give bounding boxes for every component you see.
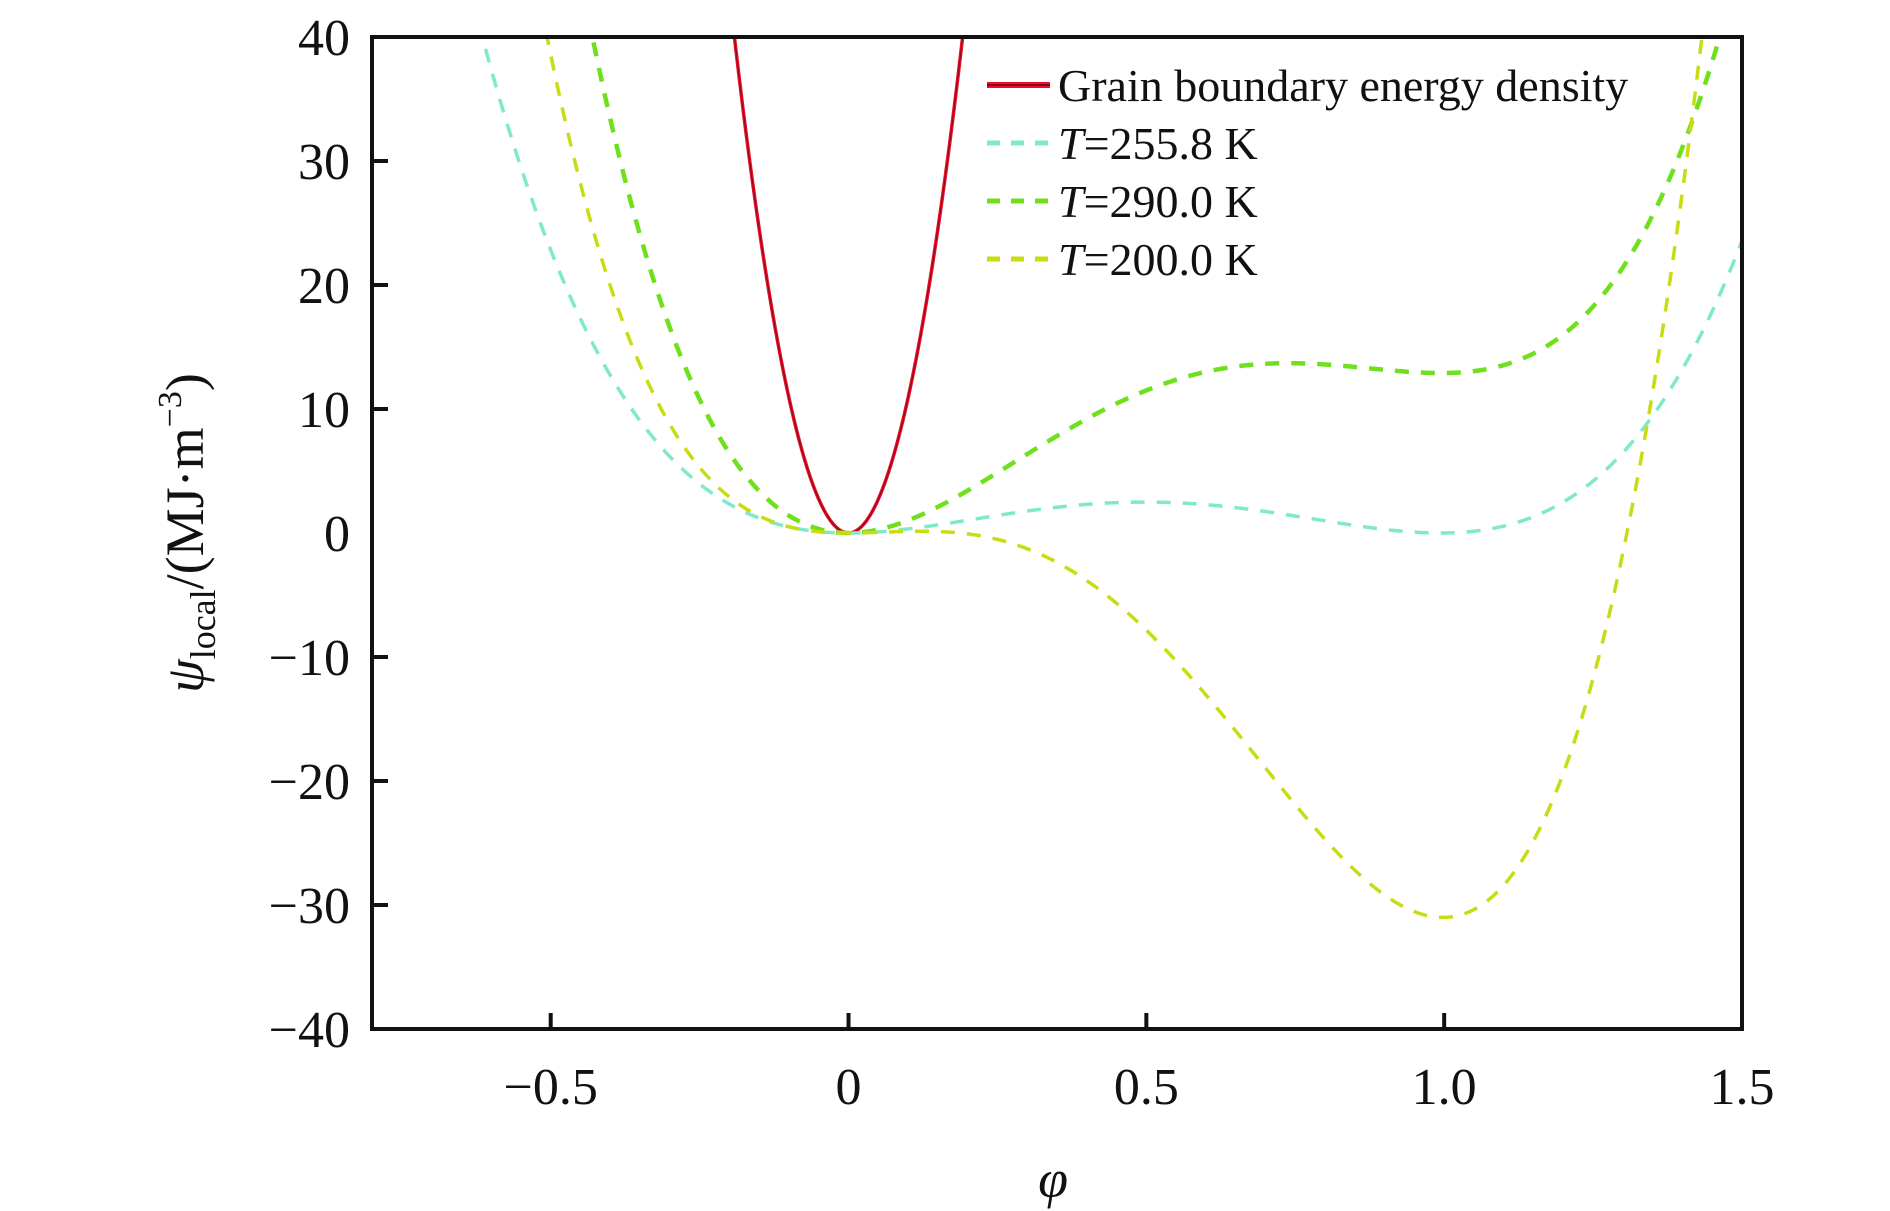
y-axis-title: ψlocal/(MJ·m−3) xyxy=(152,373,223,693)
legend-label-text: =290.0 K xyxy=(1084,176,1258,227)
x-tick-label: 0.5 xyxy=(1114,1059,1179,1116)
series-line-200-0K xyxy=(545,37,1704,920)
y-tick-label: 0 xyxy=(324,506,350,563)
y-axis-unit-exponent: −3 xyxy=(152,391,189,427)
y-axis-subscript: local xyxy=(183,589,223,659)
y-axis-unit: /(MJ·m xyxy=(155,427,215,589)
y-tick-label: 10 xyxy=(298,382,350,439)
y-tick-label: −40 xyxy=(269,1002,350,1059)
y-tick-label: 40 xyxy=(298,10,350,67)
x-axis-title: φ xyxy=(1038,1149,1068,1209)
legend-label: T=290.0 K xyxy=(1058,176,1258,227)
legend-label-variable: T xyxy=(1058,118,1087,169)
y-tick-label: −30 xyxy=(269,878,350,935)
legend-label: T=200.0 K xyxy=(1058,234,1258,285)
legend-label: T=255.8 K xyxy=(1058,118,1258,169)
tick-labels: −0.5 0 0.5 1.0 1.5 40 30 20 10 0 −10 −20 −30 −40 xyxy=(269,10,1775,1116)
legend-item: T=200.0 K xyxy=(987,234,1258,285)
series-line-255-8K xyxy=(480,37,1742,535)
legend-item: Grain boundary energy density xyxy=(987,60,1628,111)
series-line-290-0K xyxy=(590,37,1723,536)
y-axis-symbol: ψ xyxy=(155,658,215,693)
y-tick-label: −20 xyxy=(269,754,350,811)
legend-label-text: =255.8 K xyxy=(1084,118,1258,169)
legend-label-text: =200.0 K xyxy=(1084,234,1258,285)
x-tick-label: −0.5 xyxy=(504,1059,598,1116)
legend-label: Grain boundary energy density xyxy=(1058,60,1628,111)
legend-label-variable: T xyxy=(1058,234,1087,285)
plot-frame xyxy=(370,35,1744,1031)
x-tick-label: 1.0 xyxy=(1412,1059,1477,1116)
x-tick-label: 1.5 xyxy=(1710,1059,1775,1116)
y-tick-label: −10 xyxy=(269,630,350,687)
y-tick-label: 30 xyxy=(298,134,350,191)
legend-item: T=255.8 K xyxy=(987,118,1258,169)
legend-item: T=290.0 K xyxy=(987,176,1258,227)
y-axis-unit-close: ) xyxy=(155,373,215,391)
ticks-layer xyxy=(372,159,1447,1029)
y-tick-label: 20 xyxy=(298,258,350,315)
legend-label-variable: T xyxy=(1058,176,1087,227)
x-tick-label: 0 xyxy=(836,1059,862,1116)
series-layer xyxy=(480,37,1742,920)
legend-label-text: Grain boundary energy density xyxy=(1058,60,1628,111)
